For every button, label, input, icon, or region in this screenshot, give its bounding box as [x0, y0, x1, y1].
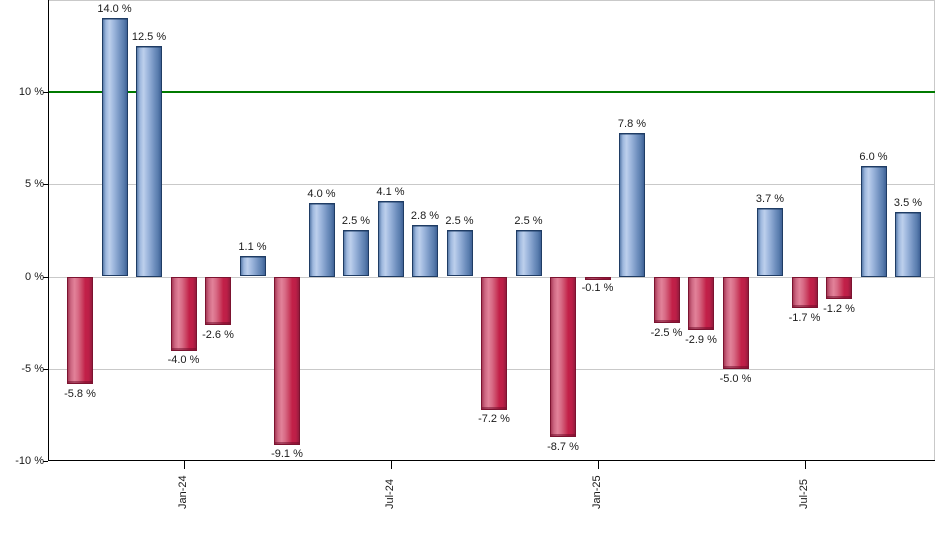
- bar-Mar-25: [653, 277, 680, 323]
- bar-Sep-25: [860, 166, 887, 277]
- plot-border-right: [934, 0, 935, 461]
- y-axis-tick: [43, 277, 48, 278]
- x-axis-tick: [391, 461, 392, 469]
- bar-May-24: [308, 203, 335, 277]
- bar-Feb-25: [619, 133, 645, 277]
- y-axis-tick-label: 5 %: [25, 178, 44, 190]
- bar-value-label: -2.5 %: [650, 327, 683, 339]
- bar-value-label: 2.5 %: [341, 215, 371, 227]
- bar-Apr-25: [688, 277, 714, 330]
- bar-value-label: 4.1 %: [376, 186, 405, 198]
- reference-line-10pct: [49, 91, 935, 93]
- bar-value-label: 4.0 %: [307, 188, 336, 200]
- y-axis-line: [48, 0, 49, 461]
- bar-value-label: 6.0 %: [859, 151, 888, 163]
- x-axis-line: [48, 460, 935, 461]
- bar-Dec-24: [550, 277, 576, 437]
- bar-value-label: 12.5 %: [131, 31, 167, 43]
- x-axis-tick: [598, 461, 599, 469]
- bar-value-label: 2.5 %: [514, 215, 543, 227]
- bar-Jun-24: [343, 230, 369, 276]
- bar-May-25: [722, 277, 749, 369]
- x-axis-tick-label: Jan-25: [591, 475, 603, 509]
- bar-value-label: -1.7 %: [788, 312, 821, 324]
- bar-Mar-24: [239, 256, 266, 276]
- bar-value-label: -0.1 %: [581, 282, 614, 294]
- y-axis-tick-label: -10 %: [15, 455, 44, 467]
- plot-border-top: [48, 0, 935, 1]
- bar-Nov-23: [101, 18, 128, 276]
- bar-value-label: -7.2 %: [478, 413, 510, 425]
- bar-Oct-25: [895, 212, 921, 277]
- bar-value-label: 7.8 %: [617, 118, 647, 130]
- y-axis-tick: [43, 184, 48, 185]
- bar-value-label: 3.7 %: [755, 193, 785, 205]
- x-axis-tick: [805, 461, 806, 469]
- bar-Jul-24: [377, 201, 404, 277]
- bar-Apr-24: [274, 277, 300, 445]
- bar-Jul-25: [791, 277, 818, 308]
- bar-Feb-24: [205, 277, 231, 325]
- bar-value-label: -8.7 %: [547, 441, 579, 453]
- bar-value-label: -9.1 %: [271, 448, 303, 460]
- bar-Jan-25: [584, 277, 611, 280]
- bar-Jun-25: [757, 208, 783, 276]
- bar-Nov-24: [515, 230, 542, 276]
- bar-Oct-23: [67, 277, 93, 384]
- y-axis-tick: [43, 461, 48, 462]
- bar-value-label: -5.0 %: [719, 373, 752, 385]
- x-axis-tick-label: Jul-25: [798, 479, 810, 509]
- y-axis-tick-label: -5 %: [21, 363, 44, 375]
- x-axis-tick: [184, 461, 185, 469]
- x-axis-tick-label: Jul-24: [384, 479, 396, 509]
- bar-value-label: 3.5 %: [893, 197, 923, 209]
- bar-Sep-24: [446, 230, 473, 276]
- x-axis-tick-label: Jan-24: [177, 475, 189, 509]
- bar-value-label: -5.8 %: [64, 388, 96, 400]
- bar-value-label: 2.5 %: [445, 215, 474, 227]
- gridline: [49, 184, 935, 185]
- bar-value-label: -2.6 %: [202, 329, 234, 341]
- bar-Aug-24: [412, 225, 438, 277]
- bar-value-label: 14.0 %: [97, 3, 132, 15]
- bar-Dec-23: [136, 46, 162, 277]
- y-axis-tick: [43, 92, 48, 93]
- bar-Aug-25: [826, 277, 852, 299]
- y-axis-tick-label: 0 %: [25, 271, 44, 283]
- bar-value-label: 1.1 %: [238, 241, 267, 253]
- bar-Jan-24: [170, 277, 197, 351]
- bar-Oct-24: [481, 277, 507, 410]
- y-axis-tick: [43, 369, 48, 370]
- bar-value-label: -1.2 %: [823, 303, 855, 315]
- bar-value-label: -2.9 %: [685, 334, 717, 346]
- bar-value-label: -4.0 %: [167, 354, 200, 366]
- y-axis-tick-label: 10 %: [18, 86, 44, 98]
- bar-value-label: 2.8 %: [410, 210, 440, 222]
